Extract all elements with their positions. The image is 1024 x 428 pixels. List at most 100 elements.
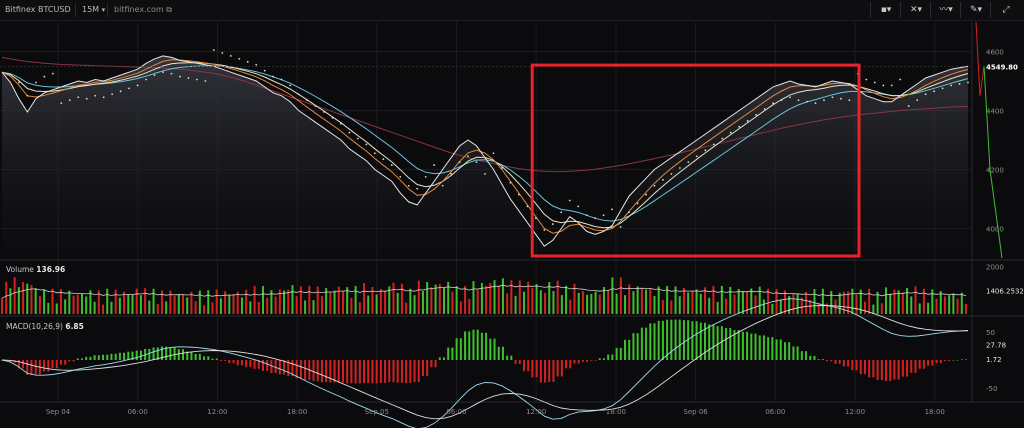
macd-histogram-bar (417, 360, 420, 383)
volume-bar (152, 288, 155, 314)
macd-histogram-bar (754, 333, 757, 360)
volume-bar (489, 282, 492, 314)
macd-panel (1, 298, 969, 428)
draw-button[interactable]: ✎▾ (960, 2, 991, 18)
macd-histogram-bar (325, 360, 328, 383)
macd-histogram-bar (830, 360, 833, 362)
symbol-label[interactable]: Bitfinex BTCUSD (5, 5, 71, 14)
macd-histogram-bar (927, 360, 930, 366)
macd-histogram-bar (514, 360, 517, 364)
volume-bar (674, 286, 677, 314)
macd-histogram-bar (649, 323, 652, 360)
macd-histogram-bar (939, 360, 942, 364)
sar-dot (314, 105, 317, 107)
volume-bar (560, 295, 563, 314)
sar-dot (433, 164, 436, 166)
macd-histogram-bar (249, 360, 252, 368)
volume-bar (581, 291, 584, 314)
volume-bar (59, 289, 62, 314)
volume-bar (160, 290, 163, 314)
sar-dot (899, 78, 902, 81)
volume-bar (868, 288, 871, 314)
macd-histogram-bar (114, 353, 117, 360)
volume-bar (847, 291, 850, 314)
volume-bar (148, 300, 151, 314)
toolbar-divider (75, 3, 76, 17)
macd-histogram-bar (51, 360, 54, 369)
volume-bar (922, 288, 925, 314)
x-tick-label: Sep 04 (46, 408, 71, 416)
fullscreen-button[interactable]: ⤢ (990, 2, 1021, 18)
trendline-button[interactable]: 〰▾ (930, 2, 961, 18)
sar-dot (941, 87, 944, 90)
price-area (2, 55, 968, 259)
volume-bar (691, 290, 694, 314)
macd-histogram-bar (518, 360, 521, 364)
interval-select[interactable]: 15M ▾ (82, 3, 105, 17)
macd-histogram-bar (493, 338, 496, 360)
macd-histogram-bar (952, 359, 955, 361)
macd-tick-label: 27.78 (986, 341, 1006, 349)
macd-histogram-bar (485, 332, 488, 360)
volume-bar (350, 297, 353, 314)
macd-histogram-bar (581, 360, 584, 362)
crosshair-button[interactable]: ✕▾ (900, 2, 931, 18)
volume-bar (960, 292, 963, 314)
volume-bar (649, 288, 652, 314)
macd-histogram-bar (9, 360, 12, 363)
sar-dot (51, 72, 54, 75)
sar-dot (323, 111, 325, 113)
macd-histogram-bar (329, 360, 332, 383)
volume-bar (594, 291, 597, 314)
sar-dot (450, 173, 453, 175)
sar-dot (85, 97, 88, 100)
macd-histogram-bar (741, 331, 744, 360)
site-label[interactable]: bitfinex.com ⧉ (114, 3, 172, 17)
macd-histogram-bar (224, 360, 227, 361)
macd-histogram-bar (573, 360, 576, 364)
macd-histogram-bar (531, 360, 534, 378)
volume-bar (514, 295, 517, 314)
macd-histogram-bar (245, 360, 248, 368)
volume-bar (426, 282, 429, 314)
volume-bar (131, 294, 134, 314)
volume-bar (38, 295, 41, 314)
macd-histogram-bar (489, 338, 492, 360)
sar-dot (636, 202, 639, 205)
volume-bar (687, 292, 690, 314)
volume-bar (76, 294, 79, 314)
price-line (1, 55, 969, 247)
volume-bar (783, 290, 786, 314)
macd-histogram-bar (586, 360, 589, 362)
macd-histogram-bar (304, 360, 307, 380)
volume-bar (346, 287, 349, 314)
macd-histogram-bar (102, 354, 105, 360)
macd-line (1, 298, 969, 428)
macd-histogram-bar (657, 320, 660, 360)
sar-dot (645, 193, 647, 196)
macd-histogram-bar (943, 360, 946, 362)
x-tick-label: 18:00 (925, 408, 945, 416)
volume-bar (708, 297, 711, 314)
macd-histogram-bar (868, 360, 871, 378)
lock-button[interactable]: ▪▾ (870, 2, 901, 18)
macd-histogram-bar (859, 360, 862, 375)
macd-histogram-bar (590, 360, 593, 361)
macd-histogram-bar (880, 360, 883, 380)
macd-histogram-bar (805, 351, 808, 360)
macd-histogram-bar (893, 360, 896, 380)
volume-bar (392, 282, 395, 314)
sar-dot (848, 99, 851, 102)
sar-dot (746, 119, 749, 122)
macd-histogram-bar (813, 355, 816, 360)
volume-bar (257, 301, 260, 314)
sar-dot (441, 184, 444, 187)
volume-bar (885, 287, 888, 314)
volume-bar (577, 292, 580, 314)
volume-bar (522, 291, 525, 314)
volume-panel (1, 277, 967, 314)
volume-bar (430, 287, 433, 314)
sar-dot (865, 78, 868, 81)
fullscreen-icon: ⤢ (1002, 5, 1010, 15)
